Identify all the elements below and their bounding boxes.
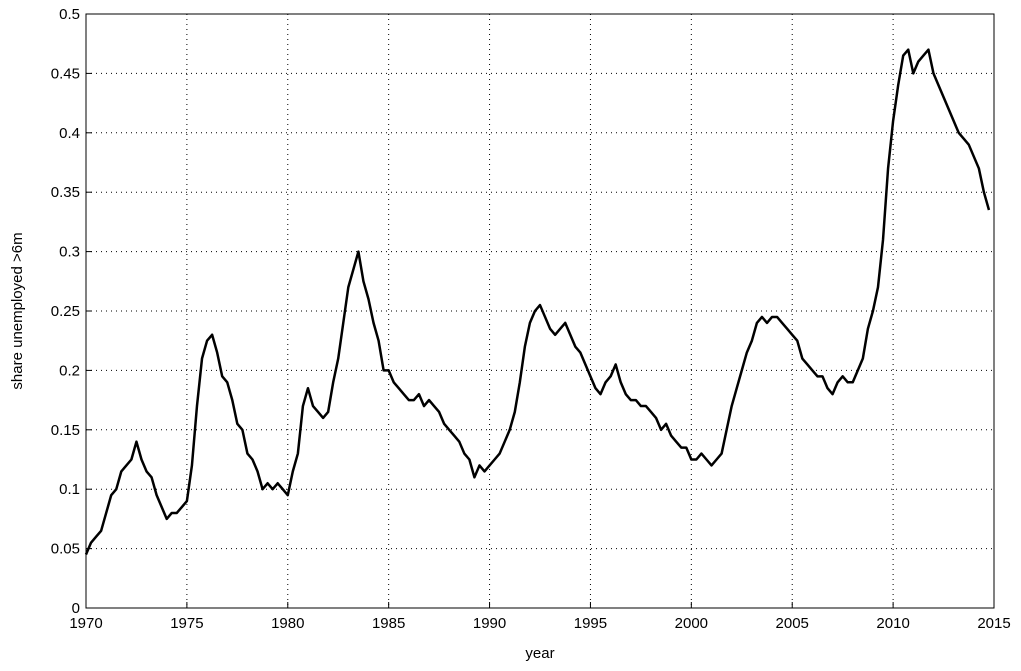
y-tick-label: 0.15 <box>51 422 80 439</box>
y-tick-label: 0 <box>72 600 80 617</box>
x-tick-label: 1985 <box>372 615 405 632</box>
y-tick-label: 0.2 <box>59 362 80 379</box>
x-tick-label: 1990 <box>473 615 506 632</box>
data-line <box>84 48 991 556</box>
y-tick-label: 0.25 <box>51 303 80 320</box>
x-tick-label: 1980 <box>271 615 304 632</box>
plot-area <box>86 14 994 608</box>
y-tick-label: 0.3 <box>59 244 80 261</box>
plot-border <box>85 13 995 609</box>
x-tick-label: 2015 <box>977 615 1010 632</box>
x-tick-label: 2000 <box>675 615 708 632</box>
y-tick-label: 0.1 <box>59 481 80 498</box>
y-tick-label: 0.35 <box>51 184 80 201</box>
y-tick-label: 0.45 <box>51 65 80 82</box>
x-tick-label: 2005 <box>776 615 809 632</box>
x-tick-label: 1975 <box>170 615 203 632</box>
x-tick-label: 1970 <box>69 615 102 632</box>
x-axis-label: year <box>525 645 554 662</box>
y-tick-label: 0.4 <box>59 125 80 142</box>
y-tick-label: 0.5 <box>59 6 80 23</box>
y-tick-label: 0.05 <box>51 541 80 558</box>
x-tick-label: 2010 <box>876 615 909 632</box>
x-tick-label: 1995 <box>574 615 607 632</box>
y-axis-label: share unemployed >6m <box>9 232 26 389</box>
